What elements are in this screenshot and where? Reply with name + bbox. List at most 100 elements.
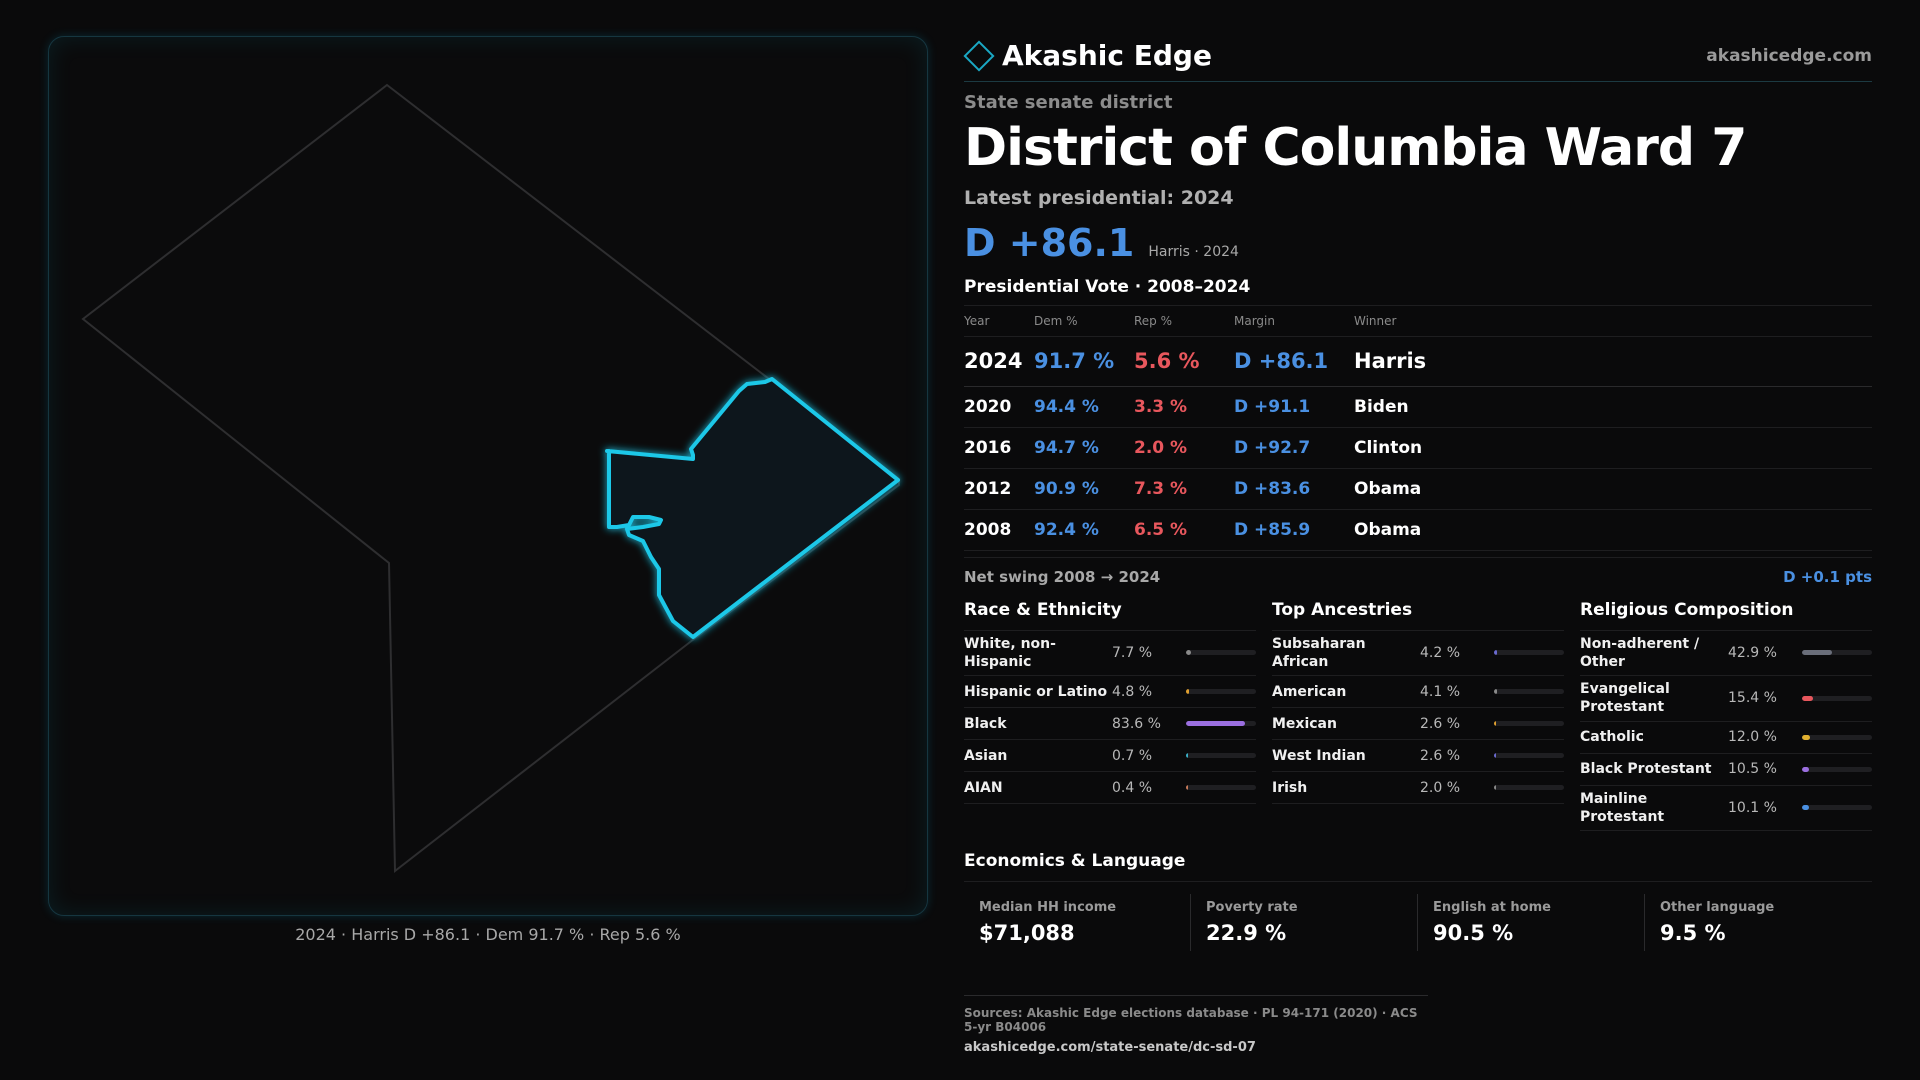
margin-subtitle: Harris · 2024 — [1148, 243, 1239, 260]
demo-bar-fill — [1802, 805, 1810, 811]
demo-value: 2.6 % — [1420, 747, 1461, 764]
sources-footer: Sources: Akashic Edge elections database… — [964, 995, 1428, 1055]
brand[interactable]: Akashic Edge — [963, 39, 1212, 72]
religion-title: Religious Composition — [1580, 600, 1872, 631]
demo-label: Mexican — [1272, 715, 1337, 732]
demo-label: West Indian — [1272, 747, 1366, 764]
demo-bar-track — [1802, 695, 1872, 701]
brand-url-link[interactable]: akashicedge.com — [1706, 45, 1872, 66]
table-row: 2016 94.7 % 2.0 % D +92.7 Clinton — [964, 427, 1872, 469]
map-caption: 2024 · Harris D +86.1 · Dem 91.7 % · Rep… — [295, 925, 681, 944]
demo-bar-track — [1186, 785, 1256, 791]
sources-text: Sources: Akashic Edge elections database… — [964, 1006, 1418, 1034]
demo-value: 4.8 % — [1112, 683, 1153, 700]
rep-cell: 5.6 % — [1134, 336, 1234, 387]
religion-row: Black Protestant 10.5 % — [1580, 754, 1872, 786]
header-dem: Dem % — [1034, 305, 1134, 337]
demo-label: White, non-Hispanic — [964, 635, 1056, 670]
table-header-row: Year Dem % Rep % Margin Winner — [964, 305, 1872, 337]
religion-row: Evangelical Protestant 15.4 % — [1580, 676, 1872, 722]
demo-bar-fill — [1186, 689, 1190, 695]
stat-value: 90.5 % — [1433, 920, 1514, 945]
ancestry-row: American 4.1 % — [1272, 676, 1564, 709]
table-row: 2020 94.4 % 3.3 % D +91.1 Biden — [964, 386, 1872, 428]
header-winner: Winner — [1354, 305, 1872, 337]
district-map[interactable] — [49, 37, 928, 916]
demo-bar-track — [1494, 785, 1564, 791]
religion-row: Non-adherent / Other 42.9 % — [1580, 631, 1872, 677]
header-margin: Margin — [1234, 305, 1354, 337]
demo-bar-track — [1802, 805, 1872, 811]
demo-value: 15.4 % — [1728, 690, 1777, 707]
headline-margin: D +86.1 Harris · 2024 — [964, 221, 1872, 265]
winner-cell: Clinton — [1354, 427, 1872, 469]
demo-bar-fill — [1186, 721, 1245, 727]
dem-cell: 94.4 % — [1034, 386, 1134, 428]
race-row: White, non-Hispanic 7.7 % — [964, 631, 1256, 677]
demo-bar-track — [1494, 650, 1564, 656]
demo-bar-track — [1186, 753, 1256, 759]
demo-bar-fill — [1494, 753, 1497, 759]
demo-label: AIAN — [964, 779, 1003, 796]
stat-median-income: Median HH income $71,088 — [964, 893, 1191, 951]
demo-value: 10.1 % — [1728, 799, 1777, 816]
header-year: Year — [964, 305, 1034, 337]
demo-value: 0.7 % — [1112, 747, 1153, 764]
stat-value: 9.5 % — [1660, 920, 1726, 945]
race-title: Race & Ethnicity — [964, 600, 1256, 631]
table-row: 2024 91.7 % 5.6 % D +86.1 Harris — [964, 336, 1872, 387]
ward-7-highlight[interactable] — [605, 377, 900, 639]
year-cell: 2024 — [964, 336, 1034, 387]
ancestry-row: Irish 2.0 % — [1272, 772, 1564, 805]
net-swing: Net swing 2008 → 2024 D +0.1 pts — [964, 556, 1872, 590]
presidential-vote-title: Presidential Vote · 2008–2024 — [964, 277, 1872, 306]
race-row: AIAN 0.4 % — [964, 772, 1256, 805]
margin-cell: D +85.9 — [1234, 509, 1354, 551]
demo-label: Irish — [1272, 779, 1308, 796]
dem-cell: 90.9 % — [1034, 468, 1134, 510]
margin-value: D +86.1 — [964, 220, 1135, 265]
margin-cell: D +83.6 — [1234, 468, 1354, 510]
demo-value: 2.0 % — [1420, 779, 1461, 796]
demo-label: Catholic — [1580, 728, 1644, 745]
stat-label: Poverty rate — [1206, 899, 1298, 915]
race-row: Black 83.6 % — [964, 708, 1256, 741]
demo-bar-fill — [1186, 753, 1189, 759]
rep-cell: 7.3 % — [1134, 468, 1234, 510]
ancestry-row: Subsaharan African 4.2 % — [1272, 631, 1564, 677]
stat-label: English at home — [1433, 899, 1551, 915]
district-type: State senate district — [964, 92, 1173, 113]
header-rep: Rep % — [1134, 305, 1234, 337]
demo-bar-fill — [1802, 650, 1833, 656]
rep-cell: 6.5 % — [1134, 509, 1234, 551]
year-cell: 2012 — [964, 468, 1034, 510]
dem-cell: 92.4 % — [1034, 509, 1134, 551]
demo-bar-fill — [1494, 650, 1497, 656]
sources-url-link[interactable]: akashicedge.com/state-senate/dc-sd-07 — [964, 1040, 1256, 1055]
demo-bar-track — [1494, 721, 1564, 727]
demo-bar-track — [1802, 650, 1872, 656]
demo-value: 4.1 % — [1420, 683, 1461, 700]
swing-value: D +0.1 pts — [1783, 567, 1872, 586]
stat-value: $71,088 — [979, 920, 1075, 945]
demo-value: 83.6 % — [1112, 715, 1161, 732]
demo-bar-track — [1802, 766, 1872, 772]
religion-column: Religious Composition Non-adherent / Oth… — [1580, 600, 1872, 831]
rep-cell: 3.3 % — [1134, 386, 1234, 428]
margin-cell: D +92.7 — [1234, 427, 1354, 469]
ancestry-title: Top Ancestries — [1272, 600, 1564, 631]
map-panel[interactable] — [48, 36, 928, 916]
demo-label: Black Protestant — [1580, 760, 1712, 777]
demo-bar-track — [1186, 650, 1256, 656]
demo-label: Evangelical Protestant — [1580, 681, 1670, 716]
religion-row: Catholic 12.0 % — [1580, 722, 1872, 754]
demo-value: 0.4 % — [1112, 779, 1153, 796]
winner-cell: Obama — [1354, 509, 1872, 551]
winner-cell: Obama — [1354, 468, 1872, 510]
table-row: 2012 90.9 % 7.3 % D +83.6 Obama — [964, 468, 1872, 510]
demo-bar-track — [1494, 689, 1564, 695]
stat-label: Other language — [1660, 899, 1775, 915]
demo-bar-fill — [1802, 734, 1811, 740]
demo-value: 2.6 % — [1420, 715, 1461, 732]
rep-cell: 2.0 % — [1134, 427, 1234, 469]
